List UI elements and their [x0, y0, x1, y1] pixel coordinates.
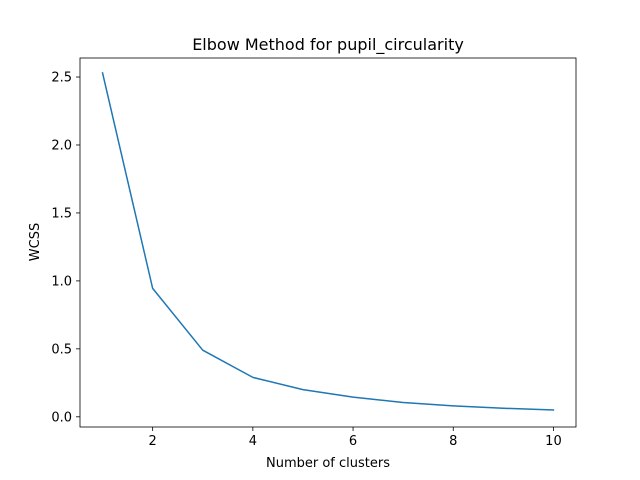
- y-tick-label-2: 1.0: [51, 274, 72, 289]
- y-tick-label-1: 0.5: [51, 342, 72, 357]
- x-tick-label-1: 4: [249, 434, 257, 449]
- chart-title: Elbow Method for pupil_circularity: [192, 35, 464, 55]
- x-axis-label: Number of clusters: [266, 456, 390, 471]
- series-line-0: [101, 72, 555, 411]
- x-tick-label-4: 10: [545, 434, 562, 449]
- x-tick-label-2: 6: [349, 434, 357, 449]
- plot-area: 2 4 6 8 10 0.0 0.5 1.0 1.5 2.0 2.5: [51, 57, 577, 449]
- y-tick-label-0: 0.0: [51, 410, 72, 425]
- y-tick-label-5: 2.5: [51, 71, 72, 86]
- plot-frame: [79, 57, 577, 428]
- x-tick-label-3: 8: [449, 434, 457, 449]
- y-tick-label-4: 2.0: [51, 138, 72, 153]
- y-tick-label-3: 1.5: [51, 206, 72, 221]
- y-axis-label: WCSS: [28, 223, 43, 261]
- x-tick-label-0: 2: [149, 434, 157, 449]
